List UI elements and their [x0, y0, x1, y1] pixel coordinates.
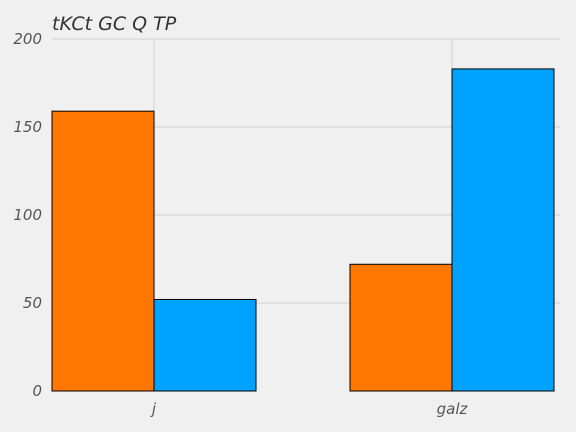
bar	[349, 263, 453, 392]
bar	[51, 110, 155, 392]
y-tick-label: 100	[13, 206, 42, 224]
tick-labels: 0 50 100 150 200 j galz	[13, 30, 468, 418]
bar	[153, 298, 257, 392]
x-tick-label: j	[150, 400, 157, 418]
y-tick-label: 150	[13, 118, 42, 136]
x-tick-label: galz	[437, 400, 469, 418]
y-tick-label: 200	[13, 30, 42, 48]
y-tick-label: 0	[32, 382, 42, 400]
bar	[451, 68, 555, 392]
chart-title: tKCt GC Q TP	[52, 13, 177, 35]
bars	[51, 68, 555, 392]
y-tick-label: 50	[23, 294, 42, 312]
